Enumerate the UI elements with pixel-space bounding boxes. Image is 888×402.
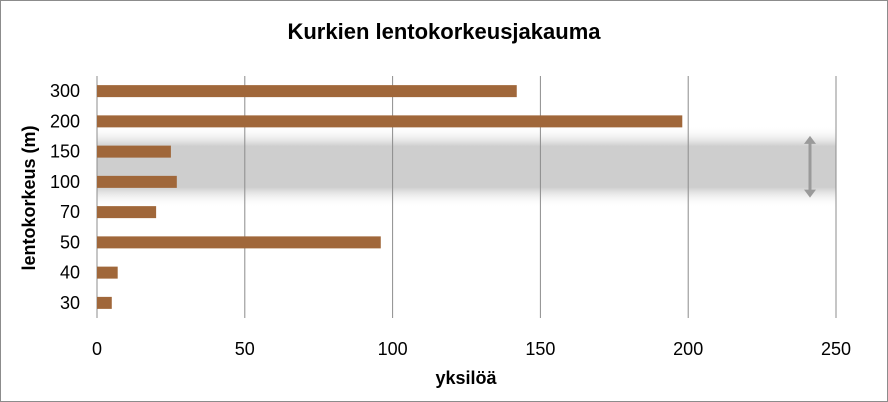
x-tick-label: 250 bbox=[821, 339, 851, 359]
bar bbox=[97, 115, 683, 128]
bar bbox=[97, 206, 157, 219]
bar bbox=[97, 175, 177, 188]
y-axis-label: lentokorkeus (m) bbox=[19, 125, 39, 270]
y-tick-label: 100 bbox=[50, 172, 80, 192]
bar bbox=[97, 236, 381, 249]
y-tick-label: 30 bbox=[60, 293, 80, 313]
x-tick-label: 50 bbox=[235, 339, 255, 359]
bar bbox=[97, 85, 517, 98]
chart-title: Kurkien lentokorkeusjakauma bbox=[287, 19, 601, 44]
x-tick-label: 200 bbox=[673, 339, 703, 359]
bar bbox=[97, 296, 112, 309]
y-tick-label: 150 bbox=[50, 142, 80, 162]
range-arrow-icon bbox=[804, 135, 816, 198]
bar bbox=[97, 266, 118, 279]
x-tick-label: 150 bbox=[525, 339, 555, 359]
y-tick-label: 70 bbox=[60, 202, 80, 222]
y-tick-label: 50 bbox=[60, 232, 80, 252]
bar bbox=[97, 145, 171, 158]
y-tick-label: 300 bbox=[50, 81, 80, 101]
x-axis-label: yksilöä bbox=[435, 368, 497, 388]
x-tick-label: 100 bbox=[378, 339, 408, 359]
y-tick-label: 40 bbox=[60, 263, 80, 283]
height-band bbox=[97, 125, 836, 208]
x-tick-label: 0 bbox=[92, 339, 102, 359]
y-tick-label: 200 bbox=[50, 111, 80, 131]
